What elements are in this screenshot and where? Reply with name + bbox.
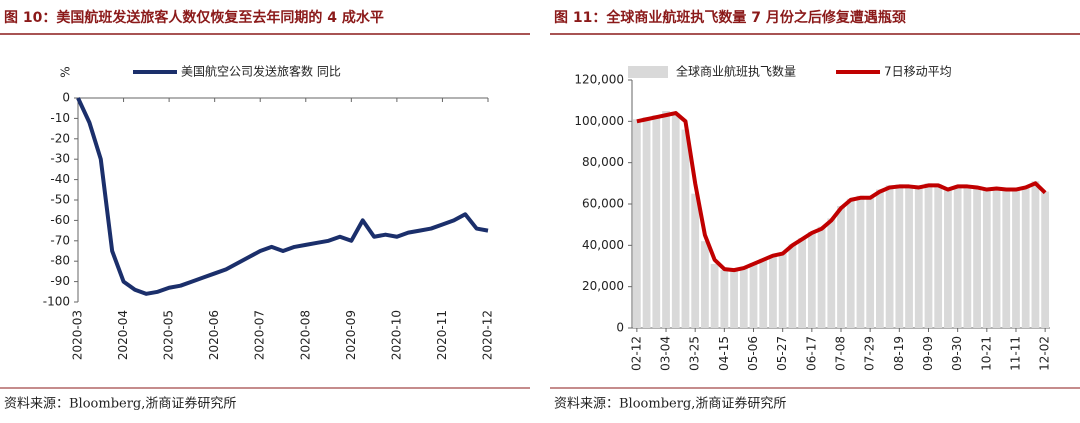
x-tick-label: 03-25 (688, 336, 702, 371)
bar (1012, 188, 1020, 328)
x-tick-label: 04-15 (717, 336, 731, 371)
x-tick-label: 2020-11 (435, 310, 449, 360)
y-tick-label: -60 (50, 213, 70, 227)
bar (691, 193, 700, 328)
bar (827, 218, 836, 328)
bar (739, 268, 748, 328)
bar (953, 185, 962, 328)
y-tick-label: 20,000 (582, 279, 624, 293)
y-tick-label: 40,000 (582, 238, 624, 252)
bar (856, 195, 865, 328)
legend-swatch (628, 66, 668, 78)
bar (934, 184, 943, 328)
line-series (636, 111, 1047, 273)
x-tick-label: 2020-12 (481, 310, 495, 360)
bar (807, 231, 816, 328)
bar (895, 184, 904, 328)
y-tick-label: -100 (43, 295, 70, 309)
bar (749, 262, 758, 328)
x-tick-label: 07-29 (863, 336, 877, 371)
bar (1002, 188, 1011, 328)
x-tick-label: 2020-09 (344, 310, 358, 360)
bar (778, 252, 787, 328)
bar (710, 263, 719, 328)
y-tick-label: -30 (50, 152, 70, 166)
y-tick-label: -40 (50, 172, 70, 186)
source-note: 资料来源：Bloomberg,浙商证券研究所 (4, 396, 236, 412)
bar (769, 255, 777, 328)
y-tick-label: 80,000 (582, 155, 624, 169)
bar (846, 198, 855, 328)
bar (681, 129, 690, 328)
x-tick-label: 09-09 (921, 336, 935, 371)
x-tick-label: 06-17 (804, 336, 818, 371)
x-tick-label: 03-04 (659, 336, 673, 371)
x-tick-label: 09-30 (950, 336, 964, 371)
bar (1041, 191, 1050, 328)
bar (652, 115, 661, 328)
y-tick-label: -80 (50, 254, 70, 268)
bar (963, 185, 972, 328)
x-tick-label: 07-08 (834, 336, 848, 371)
y-tick-label: 0 (62, 91, 70, 105)
bar (885, 185, 894, 328)
x-tick-label: 02-12 (629, 336, 643, 371)
chart-title: 图 11：全球商业航班执飞数量 7 月份之后修复遭遇瓶颈 (554, 9, 906, 26)
source-note: 资料来源：Bloomberg,浙商证券研究所 (554, 396, 786, 412)
bar (642, 117, 651, 328)
bar (759, 258, 768, 328)
x-tick-label: 2020-10 (389, 310, 403, 360)
x-tick-label: 2020-06 (207, 310, 221, 360)
y-tick-label: 0 (616, 321, 624, 335)
x-tick-label: 12-02 (1038, 336, 1052, 371)
bar (788, 244, 797, 328)
x-tick-label: 2020-03 (71, 310, 85, 360)
bar (914, 186, 923, 328)
x-tick-label: 08-19 (892, 336, 906, 371)
bar (701, 241, 709, 328)
x-tick-label: 10-21 (979, 336, 993, 371)
bar (924, 183, 933, 328)
bar (671, 113, 680, 328)
y-tick-label: -90 (50, 274, 70, 288)
bar (1031, 181, 1040, 328)
bar (632, 119, 641, 329)
legend-label: 全球商业航班执飞数量 (676, 64, 796, 79)
bar (875, 189, 884, 328)
legend-label: 美国航空公司发送旅客数 同比 (181, 64, 341, 79)
chart-title: 图 10：美国航班发送旅客人数仅恢复至去年同期的 4 成水平 (4, 9, 384, 26)
y-tick-label: -10 (50, 111, 70, 125)
y-tick-label: 60,000 (582, 197, 624, 211)
bar (982, 188, 991, 328)
y-tick-label: 120,000 (574, 73, 624, 87)
bar (817, 226, 826, 328)
legend-label: 7日移动平均 (884, 65, 952, 79)
bar (944, 188, 952, 328)
y-tick-label: -20 (50, 131, 70, 145)
x-tick-label: 2020-08 (298, 310, 312, 360)
y-tick-label: -70 (50, 233, 70, 247)
bar (720, 270, 729, 328)
bar (798, 238, 807, 328)
bar (905, 185, 913, 328)
x-tick-label: 05-27 (775, 336, 789, 371)
y-tick-label: 100,000 (574, 114, 624, 128)
line-series (76, 97, 489, 296)
x-tick-label: 2020-04 (116, 310, 130, 360)
x-tick-label: 05-06 (746, 336, 760, 371)
bar (1021, 186, 1030, 328)
bar (992, 187, 1001, 328)
y-axis-label: % (59, 66, 73, 77)
bar (730, 271, 738, 328)
y-tick-label: -50 (50, 193, 70, 207)
bar (837, 206, 845, 328)
bar (973, 186, 981, 328)
x-tick-label: 11-11 (1008, 336, 1022, 371)
bar (866, 197, 875, 328)
x-tick-label: 2020-05 (162, 310, 176, 360)
bar (662, 111, 670, 328)
x-tick-label: 2020-07 (253, 310, 267, 360)
